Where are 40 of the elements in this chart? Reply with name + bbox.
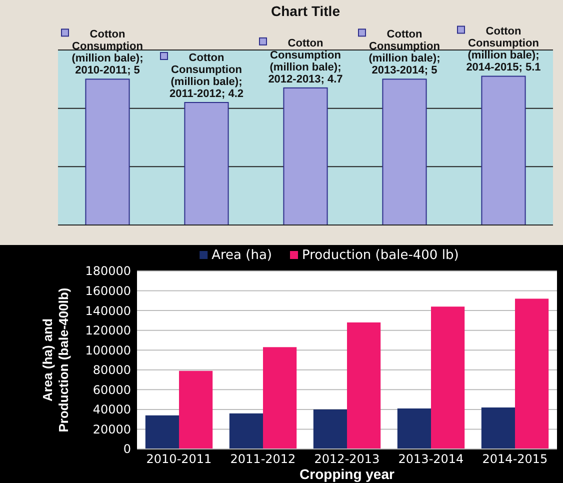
data-label: Cotton Consumption (million bale); 2010-2011; 5 — [72, 28, 144, 77]
y-tick-label: 0 — [123, 442, 131, 456]
data-label: Cotton Consumption (million bale); 2013-2014; 5 — [368, 28, 440, 77]
y-tick-label: 80000 — [92, 363, 131, 378]
bar — [515, 298, 549, 449]
y-tick-label: 180000 — [85, 264, 131, 278]
legend-label: Area (ha) — [212, 248, 272, 263]
bar — [481, 76, 526, 226]
bar — [431, 306, 465, 449]
bar — [229, 413, 263, 449]
bar — [283, 87, 328, 226]
bar — [145, 415, 179, 449]
y-tick-label: 40000 — [92, 402, 131, 417]
y-tick-label: 20000 — [92, 422, 131, 436]
data-label: Cotton Consumption (million bale); 2014-2015; 5.1 — [466, 26, 541, 74]
bar — [382, 78, 427, 226]
x-tick-label: 2013-2014 — [398, 452, 464, 466]
y-tick-label: 100000 — [85, 343, 131, 358]
x-axis-title: Cropping year — [300, 466, 395, 482]
bar — [184, 102, 229, 226]
y-tick-label: 60000 — [92, 382, 131, 397]
bar — [397, 408, 431, 449]
bar — [347, 322, 381, 449]
legend-label: Production (bale-400 lb) — [302, 248, 459, 263]
bar — [313, 409, 347, 449]
y-axis-title: Area (ha) and Production (bale-400lb) — [40, 288, 71, 432]
y-tick-label: 160000 — [85, 284, 131, 298]
x-tick-label: 2012-2013 — [314, 452, 380, 466]
y-tick-label: 120000 — [85, 324, 131, 338]
x-tick-label: 2010-2011 — [146, 452, 212, 466]
data-label: Cotton Consumption (million bale); 2011-2012; 4.2 — [169, 52, 244, 100]
bar — [263, 347, 297, 449]
x-tick-label: 2011-2012 — [230, 452, 296, 466]
chart-title: Chart Title — [271, 3, 340, 19]
bar — [179, 370, 213, 449]
data-label: Cotton Consumption (million bale); 2012-2013; 4.7 — [268, 37, 343, 86]
y-tick-label: 140000 — [85, 304, 131, 318]
x-tick-label: 2014-2015 — [482, 452, 548, 466]
bar — [85, 78, 130, 226]
bar — [481, 407, 515, 449]
